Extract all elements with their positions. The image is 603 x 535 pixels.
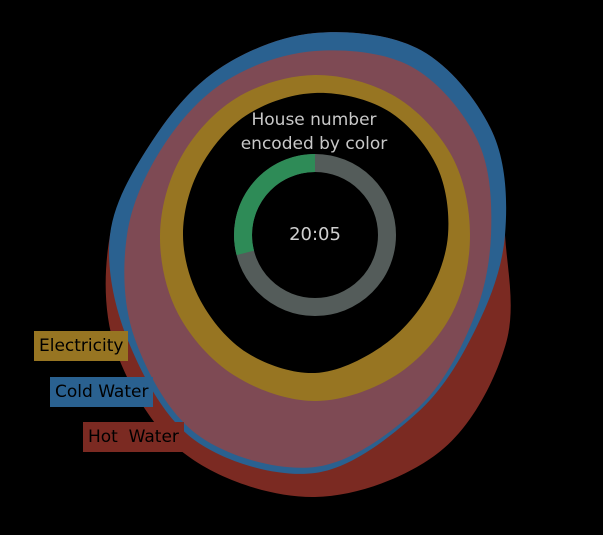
inner-boundary — [182, 92, 449, 374]
chart-layers — [105, 32, 511, 498]
center-time-label: 20:05 — [289, 224, 341, 245]
chart-title-line-1: House number — [251, 110, 376, 130]
legend-item-electricity: Electricity — [34, 331, 129, 361]
clock-progress-arc — [234, 154, 316, 256]
chart-title-line-2: encoded by color — [241, 134, 388, 154]
legend-item-cold-water: Cold Water — [50, 377, 154, 407]
clock-ring — [234, 154, 396, 316]
legend-item-hot-water: Hot Water — [83, 422, 184, 452]
